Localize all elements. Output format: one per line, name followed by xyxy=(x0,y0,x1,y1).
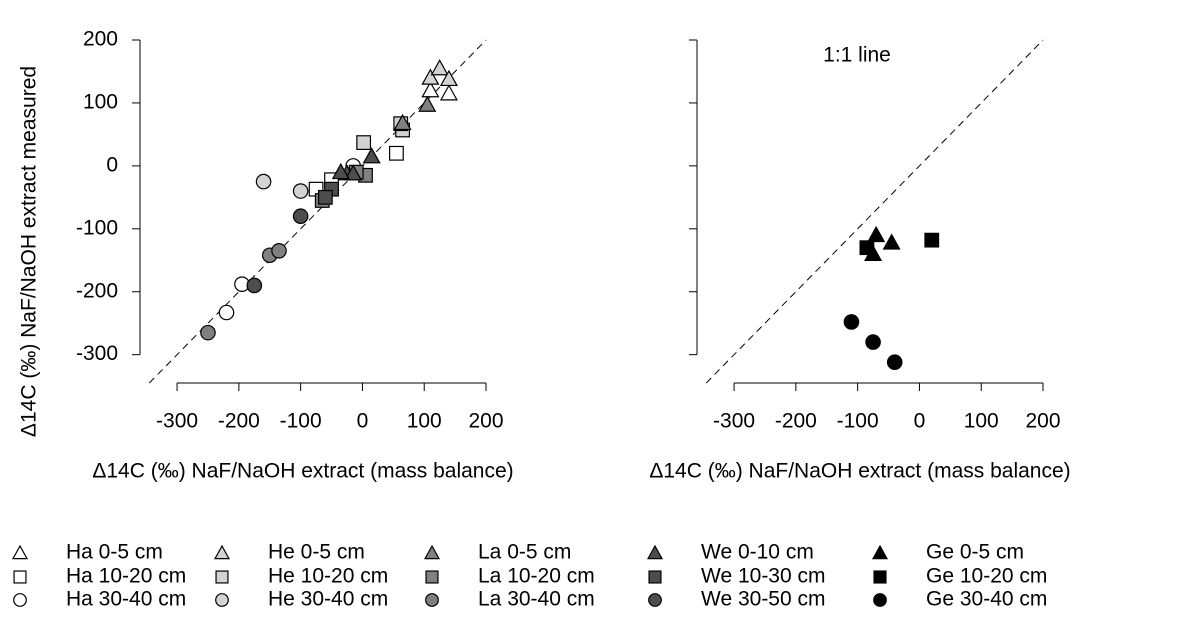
x-tick-label: -200 xyxy=(218,410,260,433)
legend-label: Ha 0-5 cm xyxy=(66,541,163,564)
legend-marker xyxy=(425,593,439,607)
y-tick-label: 0 xyxy=(106,153,118,176)
data-point xyxy=(439,84,458,101)
x-tick-label: 100 xyxy=(407,410,442,433)
y-tick-label: 200 xyxy=(83,28,118,51)
legend-label: Ha 30-40 cm xyxy=(66,588,186,611)
data-point xyxy=(421,81,440,98)
data-point xyxy=(255,173,272,190)
data-point xyxy=(271,243,287,259)
x-tick-label: 0 xyxy=(914,410,926,433)
data-point xyxy=(882,233,901,250)
legend-marker xyxy=(873,570,887,584)
data-point xyxy=(200,324,216,341)
x-tick-label: -100 xyxy=(280,410,322,433)
legend-label: Ha 10-20 cm xyxy=(66,565,186,588)
legend-label: He 10-20 cm xyxy=(268,565,388,588)
legend-marker xyxy=(425,570,439,584)
x-tick-label: 100 xyxy=(964,410,999,433)
legend-label: We 0-10 cm xyxy=(701,541,814,564)
y-tick-label: -300 xyxy=(76,342,118,365)
x-tick-label: -200 xyxy=(775,410,817,433)
data-point xyxy=(356,135,372,150)
legend-marker xyxy=(873,593,887,607)
data-point xyxy=(886,354,903,371)
data-point xyxy=(843,314,860,330)
data-point xyxy=(393,113,412,131)
annotation: 1:1 line xyxy=(823,44,891,67)
x-tick-label: -100 xyxy=(837,410,879,433)
data-point xyxy=(344,164,363,181)
legend-marker xyxy=(871,544,889,560)
legend-marker xyxy=(215,593,229,607)
legend-marker xyxy=(13,593,27,607)
x-tick-label: 200 xyxy=(468,410,503,433)
x-axis-label: Δ14C (‰) NaF/NaOH extract (mass balance) xyxy=(649,460,1070,483)
x-tick-label: 0 xyxy=(357,410,369,433)
data-point xyxy=(317,189,333,205)
legend-label: We 30-50 cm xyxy=(701,588,826,611)
data-point xyxy=(246,277,263,294)
data-point xyxy=(218,304,235,321)
data-point xyxy=(867,225,886,243)
data-point xyxy=(292,208,309,225)
data-point xyxy=(362,147,381,164)
y-tick-label: 100 xyxy=(83,90,118,113)
data-point xyxy=(418,95,437,112)
data-point xyxy=(439,69,458,87)
legend-marker xyxy=(648,593,662,607)
legend-marker xyxy=(215,570,229,584)
data-point xyxy=(430,59,449,76)
data-point xyxy=(331,162,350,180)
legend-marker xyxy=(646,544,664,560)
data-point xyxy=(421,68,440,85)
x-tick-label: -300 xyxy=(156,410,198,433)
legend-label: We 10-30 cm xyxy=(701,565,826,588)
legend-label: Ge 30-40 cm xyxy=(926,588,1047,611)
y-axis-label: Δ14C (‰) NaF/NaOH extract measured xyxy=(18,66,41,437)
legend-label: La 10-20 cm xyxy=(478,565,595,588)
legend-marker xyxy=(11,544,29,560)
x-axis-label: Δ14C (‰) NaF/NaOH extract (mass balance) xyxy=(92,460,513,483)
x-tick-label: 200 xyxy=(1025,410,1060,433)
legend-marker xyxy=(423,544,441,560)
data-point xyxy=(389,145,404,161)
legend-label: Ge 10-20 cm xyxy=(926,565,1047,588)
data-point xyxy=(292,183,309,199)
legend-marker xyxy=(213,544,231,560)
data-point xyxy=(924,232,940,248)
legend-label: Ge 0-5 cm xyxy=(926,541,1024,564)
legend-label: He 0-5 cm xyxy=(268,541,365,564)
y-tick-label: -200 xyxy=(76,279,118,302)
legend-label: La 30-40 cm xyxy=(478,588,595,611)
legend-label: La 0-5 cm xyxy=(478,541,571,564)
one-to-one-line xyxy=(705,39,1044,384)
x-tick-label: -300 xyxy=(713,410,755,433)
y-tick-label: -100 xyxy=(76,216,118,239)
legend-marker xyxy=(13,570,27,584)
legend-label: He 30-40 cm xyxy=(268,588,388,611)
data-point xyxy=(859,240,875,256)
legend-marker xyxy=(648,570,662,584)
data-point xyxy=(865,334,881,350)
